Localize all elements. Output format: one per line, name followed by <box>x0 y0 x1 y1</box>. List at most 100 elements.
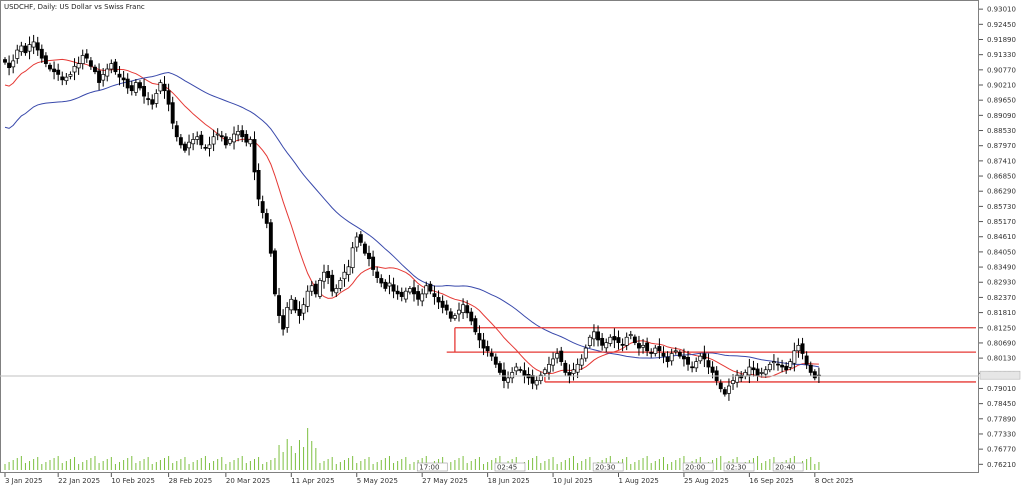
bear-candle <box>150 99 155 105</box>
bear-candle <box>416 291 421 300</box>
volume-label: 02:30 <box>726 464 746 472</box>
bear-candle <box>661 352 666 357</box>
bear-candle <box>125 78 130 89</box>
bear-candle <box>260 201 265 213</box>
bear-candle <box>477 333 482 341</box>
bull-candle <box>289 298 294 311</box>
bull-candle <box>555 353 560 359</box>
volume-label-box <box>682 462 714 472</box>
bear-candle <box>35 42 40 51</box>
price-tick-label: 0.79010 <box>987 385 1016 393</box>
bull-candle <box>698 355 703 362</box>
bear-candle <box>383 281 388 289</box>
bear-candle <box>395 290 400 295</box>
bear-candle <box>43 55 48 64</box>
bull-candle <box>673 350 678 353</box>
moving-averages <box>4 58 819 378</box>
price-tick-label: 0.81250 <box>987 324 1016 332</box>
volume-label-box <box>416 462 448 472</box>
time-tick-label: 1 Aug 2025 <box>619 477 659 485</box>
bull-candle <box>232 133 236 143</box>
price-tick-label: 0.90210 <box>987 82 1016 90</box>
bear-candle <box>567 372 572 376</box>
bear-candle <box>448 311 453 319</box>
price-tick-label: 0.81810 <box>987 309 1016 317</box>
bull-candle <box>11 60 16 68</box>
bear-candle <box>170 102 175 124</box>
price-tick-label: 0.76770 <box>987 446 1016 454</box>
bull-candle <box>403 290 408 300</box>
bear-candle <box>722 389 727 395</box>
bear-candle <box>804 355 809 365</box>
time-tick-label: 22 Jan 2025 <box>58 477 100 485</box>
price-tick-label: 0.91330 <box>987 51 1016 59</box>
bear-candle <box>812 371 817 379</box>
bear-candle <box>473 318 478 333</box>
bear-candle <box>677 352 682 357</box>
time-tick-label: 18 Jun 2025 <box>488 477 530 485</box>
bear-candle <box>481 339 486 349</box>
bear-candle <box>784 365 789 371</box>
time-tick-label: 20 Mar 2025 <box>226 477 270 485</box>
bull-candle <box>191 139 196 145</box>
bull-candle <box>342 271 347 280</box>
bull-candle <box>653 347 658 354</box>
bear-candle <box>256 170 261 200</box>
time-tick-label: 5 May 2025 <box>357 477 398 485</box>
bull-candle <box>726 385 731 394</box>
bull-candle <box>76 63 81 69</box>
bull-candle <box>624 336 629 346</box>
bear-candle <box>465 305 470 314</box>
bear-candle <box>440 300 445 308</box>
bull-candle <box>628 334 633 336</box>
bear-candle <box>469 311 474 322</box>
bear-candle <box>203 146 208 149</box>
bear-candle <box>330 274 335 292</box>
time-tick-label: 10 Feb 2025 <box>111 477 155 485</box>
price-tick-label: 0.90770 <box>987 66 1016 74</box>
bear-candle <box>710 366 715 373</box>
bull-candle <box>195 136 200 140</box>
bull-candle <box>387 282 392 287</box>
price-tick-label: 0.77330 <box>987 430 1016 438</box>
bear-candle <box>240 130 245 138</box>
bear-candle <box>297 308 302 316</box>
bear-candle <box>485 346 490 352</box>
bull-candle <box>510 372 515 379</box>
bull-candle <box>759 372 764 374</box>
bull-candle <box>547 363 551 373</box>
bear-candle <box>436 297 441 303</box>
bear-candle <box>522 370 527 376</box>
bear-candle <box>686 356 690 365</box>
bull-candle <box>80 55 85 64</box>
bull-candle <box>452 315 457 319</box>
bear-candle <box>97 70 102 83</box>
bear-candle <box>39 48 44 59</box>
bear-candle <box>432 293 437 297</box>
bear-candle <box>56 69 61 75</box>
price-tick-label: 0.85170 <box>987 218 1016 226</box>
price-tick-label: 0.88530 <box>987 127 1016 135</box>
bear-candle <box>84 53 89 59</box>
bear-candle <box>219 135 224 138</box>
bull-candle <box>322 271 326 282</box>
bull-candle <box>694 361 699 369</box>
price-tick-label: 0.85730 <box>987 203 1016 211</box>
bear-candle <box>379 278 384 284</box>
bear-candle <box>129 85 134 92</box>
bull-candle <box>506 377 511 383</box>
volume-label: 17:00 <box>419 464 439 472</box>
chart-title: USDCHF, Daily: US Dollar vs Swiss Franc <box>4 3 145 11</box>
horizontal-levels[interactable] <box>446 327 976 383</box>
bear-candle <box>739 374 744 379</box>
bull-candle <box>236 130 241 136</box>
bear-candle <box>7 62 12 69</box>
bear-candle <box>121 77 126 81</box>
bull-candle <box>228 139 232 144</box>
price-tick-label: 0.86850 <box>987 173 1016 181</box>
bull-candle <box>354 236 359 248</box>
bear-candle <box>166 90 171 105</box>
bear-candle <box>776 363 780 366</box>
bear-candle <box>52 68 57 73</box>
